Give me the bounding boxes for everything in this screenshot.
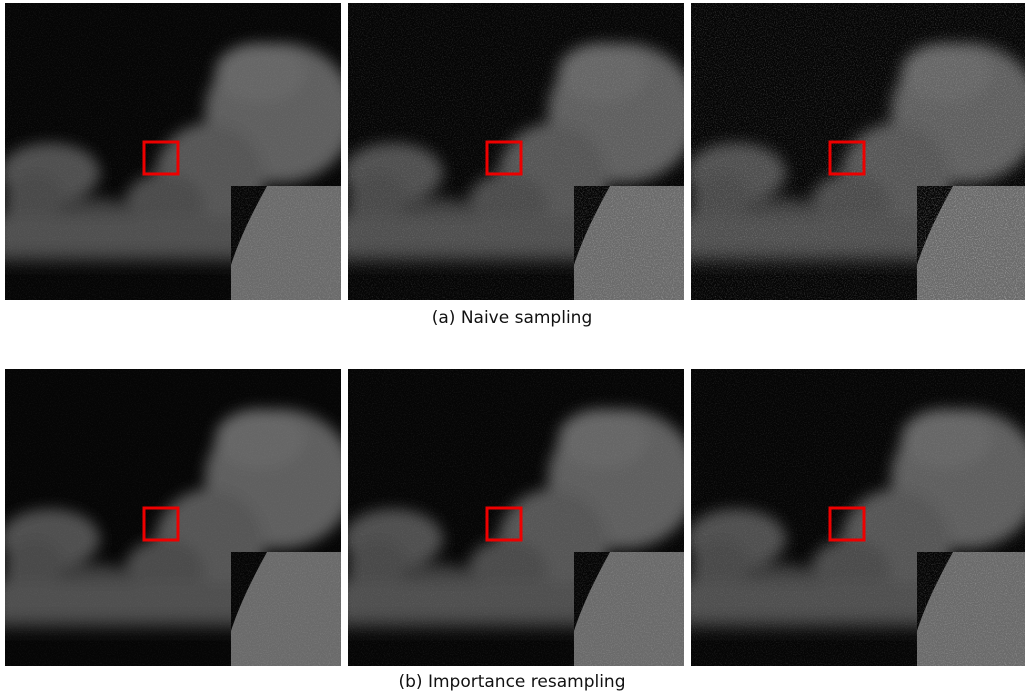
inset-noise — [917, 186, 1025, 300]
render-panel — [338, 369, 698, 666]
inset-noise — [231, 552, 341, 666]
inset-noise — [574, 186, 684, 300]
inset-noise — [574, 552, 684, 666]
render-panel — [0, 369, 355, 666]
caption: (a) Naive sampling — [432, 308, 593, 328]
render-panel — [681, 369, 1025, 666]
render-panel — [0, 3, 355, 300]
render-panel — [338, 3, 698, 300]
inset-noise — [231, 186, 341, 300]
figure: (a) Naive sampling (b) Importance resamp… — [0, 0, 1025, 700]
panels — [0, 3, 1025, 666]
caption: (b) Importance resampling — [399, 672, 626, 692]
inset-noise — [917, 552, 1025, 666]
render-panel — [681, 3, 1025, 300]
